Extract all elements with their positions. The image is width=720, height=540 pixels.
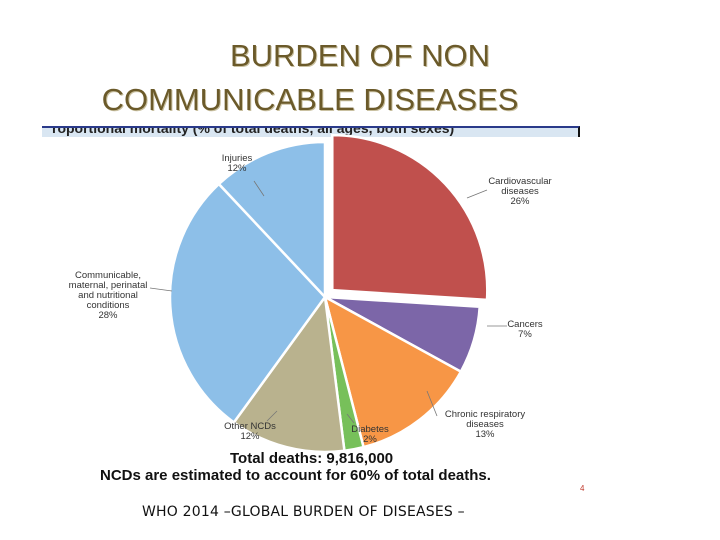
slice-label: Chronic respiratory diseases 13% <box>445 409 525 440</box>
slice-name-label: Injuries <box>222 153 253 164</box>
leader-line <box>266 410 278 422</box>
leader-lines <box>149 180 507 424</box>
slice-value-label: 12% <box>227 163 247 174</box>
pie-slice <box>331 133 489 302</box>
total-deaths-label: Total deaths: 9,816,000 <box>230 450 393 467</box>
slice-label: Other NCDs 12% <box>224 421 276 442</box>
slice-name-label: Chronic respiratory <box>445 409 525 420</box>
slice-name-label: diseases <box>501 186 539 197</box>
slide-title-line-2: COMMUNICABLE DISEASES <box>101 82 519 117</box>
slice-name-label: Communicable, <box>75 270 141 281</box>
slice-name-label: diseases <box>466 419 504 430</box>
slice-value-label: 13% <box>475 429 495 440</box>
pie-slices <box>168 133 489 454</box>
slice-value-label: 7% <box>518 329 532 340</box>
slice-label: Diabetes 2% <box>351 424 389 445</box>
slice-value-label: 2% <box>363 434 377 445</box>
slice-value-label: 12% <box>240 431 260 442</box>
pie-chart-figure: roportional mortality (% of total deaths… <box>42 126 582 496</box>
leader-line <box>346 413 355 424</box>
slice-value-label: 28% <box>98 310 118 321</box>
slice-value-label: 26% <box>510 196 530 207</box>
chart-title: roportional mortality (% of total deaths… <box>52 126 455 136</box>
slice-name-label: Cancers <box>507 319 543 330</box>
slice-label: Injuries 12% <box>222 153 253 174</box>
leader-line <box>253 180 265 197</box>
slice-label: Cancers 7% <box>507 319 543 340</box>
footer-source: WHO 2014 –GLOBAL BURDEN OF DISEASES – <box>142 504 465 520</box>
pie-slice <box>232 293 346 454</box>
pie-slice <box>168 182 327 425</box>
leader-line <box>426 390 438 417</box>
slice-name-label: Diabetes <box>351 424 389 435</box>
pie-slice <box>323 294 463 449</box>
slice-name-label: Cardiovascular <box>488 176 551 187</box>
slice-name-label: conditions <box>87 300 130 311</box>
slice-labels: Cardiovascular diseases 26%Cancers 7%Chroni… <box>69 153 552 445</box>
page-number: 4 <box>580 484 585 493</box>
slide-title-line-1: BURDEN OF NON <box>229 38 491 73</box>
leader-line <box>149 287 173 292</box>
ncd-note-label: NCDs are estimated to account for 60% of… <box>100 467 491 484</box>
slice-name-label: maternal, perinatal <box>69 280 148 291</box>
chart-header-bar: roportional mortality (% of total deaths… <box>42 126 580 137</box>
pie-chart-svg: Cardiovascular diseases 26%Cancers 7%Chroni… <box>69 133 552 484</box>
pie-slice <box>217 140 327 301</box>
slice-label: Cardiovascular diseases 26% <box>488 176 551 207</box>
slice-name-label: and nutritional <box>78 290 138 301</box>
slice-label: Communicable, maternal, perinatal and nutr… <box>69 270 148 321</box>
slice-name-label: Other NCDs <box>224 421 276 432</box>
leader-line <box>466 189 488 199</box>
